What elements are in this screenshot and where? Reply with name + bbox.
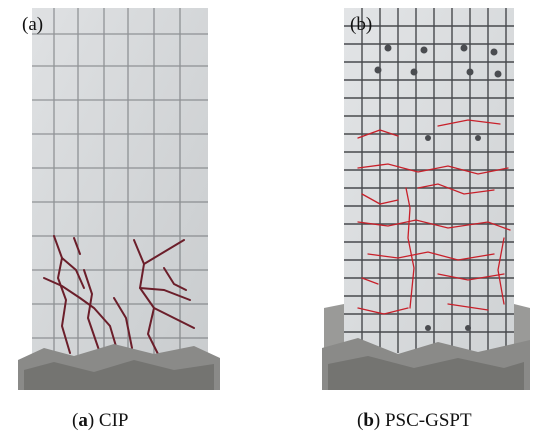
caption-b-text: PSC-GSPT bbox=[380, 410, 472, 431]
panel-label-a: (a) bbox=[22, 14, 44, 35]
photo-specimen-cip bbox=[14, 8, 224, 390]
caption-a-letter: a bbox=[78, 410, 88, 431]
photo-specimen-psc-gspt bbox=[318, 8, 534, 390]
caption-a: (a) CIP bbox=[72, 410, 129, 431]
caption-b-letter: b bbox=[363, 410, 374, 431]
specimen-cip-image bbox=[18, 8, 220, 390]
caption-b: (b) PSC-GSPT bbox=[357, 410, 472, 431]
panel-label-b: (b) bbox=[350, 14, 373, 35]
caption-a-text: CIP bbox=[94, 410, 129, 431]
specimen-psc-gspt-image bbox=[322, 8, 530, 390]
